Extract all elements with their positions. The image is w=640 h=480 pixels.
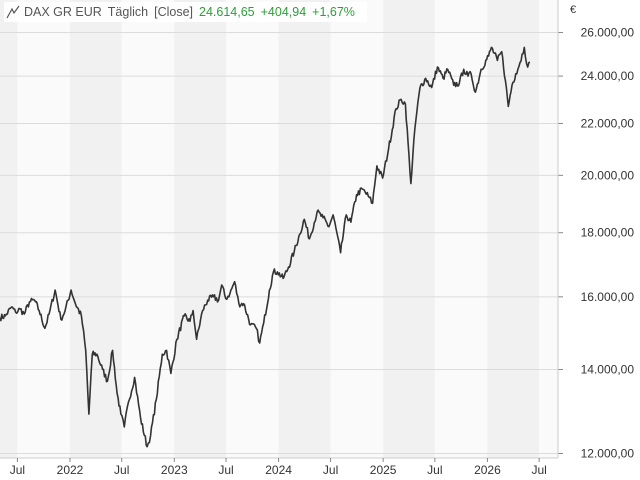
axis-area [558, 0, 640, 480]
x-tick-label: 2023 [161, 463, 188, 477]
axis-area [0, 458, 558, 480]
x-tick-label: 2024 [265, 463, 292, 477]
currency-label: € [570, 4, 577, 16]
y-tick-label: 22.000,00 [581, 116, 635, 130]
x-tick-label: 2022 [57, 463, 84, 477]
y-tick-label: 20.000,00 [581, 168, 635, 182]
y-tick-label: 26.000,00 [581, 26, 635, 40]
price-line[interactable] [0, 46, 531, 448]
period-band [226, 0, 279, 458]
instrument-name: DAX GR EUR [24, 5, 102, 19]
x-tick-label: Jul [531, 463, 546, 477]
period-band [278, 0, 331, 458]
x-tick-label: Jul [114, 463, 129, 477]
period-band [487, 0, 540, 458]
interval-label: Täglich [107, 5, 149, 19]
x-tick-label: Jul [218, 463, 233, 477]
price-change: +404,94 [260, 5, 307, 19]
price-type-label: [Close] [154, 5, 193, 19]
x-tick-label: Jul [427, 463, 442, 477]
period-band [383, 0, 435, 458]
y-tick-label: 18.000,00 [581, 226, 635, 240]
period-band [121, 0, 175, 458]
x-tick-label: Jul [323, 463, 338, 477]
period-band [17, 0, 70, 458]
grid-lines [0, 32, 558, 454]
price-change-percent: +1,67% [312, 5, 355, 19]
period-band [539, 0, 558, 458]
period-band [70, 0, 122, 458]
x-tick-label: 2025 [370, 463, 397, 477]
y-tick-label: 24.000,00 [581, 69, 635, 83]
y-tick-label: 16.000,00 [581, 290, 635, 304]
last-price: 24.614,65 [199, 5, 255, 19]
x-axis: Jul 2022 Jul 2023 Jul 2024 Jul 2025 Jul 2026 Jul [0, 457, 558, 477]
period-band [434, 0, 488, 458]
period-band [330, 0, 384, 458]
x-tick-label: 2026 [474, 463, 501, 477]
chart-legend: DAX GR EUR Täglich [Close] 24.614,65 +40… [4, 2, 367, 22]
y-axis: 12.000,00 14.000,00 16.000,00 18.000,00 20.0… [557, 0, 635, 460]
period-band [0, 0, 18, 458]
period-band [174, 0, 226, 458]
y-tick-label: 12.000,00 [581, 446, 635, 460]
y-tick-label: 14.000,00 [581, 363, 635, 377]
line-chart-icon [6, 5, 20, 19]
x-tick-label: Jul [10, 463, 25, 477]
